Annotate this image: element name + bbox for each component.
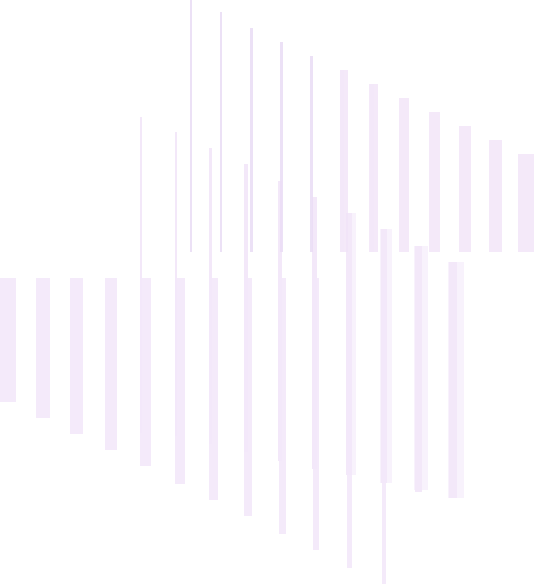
- overlap-accent-bar: [448, 262, 464, 498]
- lower-wide-bar: [244, 278, 252, 516]
- lower-wide-bar: [36, 278, 50, 418]
- upper-thin-bar: [310, 56, 313, 252]
- upper-thin-bar: [280, 42, 283, 252]
- upper-wide-bar: [369, 84, 378, 252]
- upper-wide-bar: [340, 70, 348, 252]
- lower-wide-bar: [175, 278, 185, 484]
- upper-wide-bar: [489, 140, 502, 252]
- upper-wide-bar: [399, 98, 409, 252]
- upper-thin-bar: [190, 0, 192, 252]
- middle-bar: [140, 117, 142, 433]
- lower-wide-bar: [105, 278, 117, 450]
- overlap-accent-bar: [380, 229, 392, 483]
- upper-wide-bar: [518, 154, 534, 252]
- lower-wide-bar: [70, 278, 83, 434]
- lower-wide-bar: [0, 278, 16, 402]
- upper-thin-bar: [220, 12, 222, 252]
- lower-wide-bar: [209, 278, 218, 500]
- lower-wide-bar: [140, 278, 151, 466]
- lower-wide-bar: [313, 278, 319, 550]
- overlap-accent-bar: [414, 246, 428, 490]
- upper-thin-bar: [250, 28, 253, 252]
- upper-wide-bar: [459, 126, 471, 252]
- overlap-accent-bar: [346, 213, 356, 475]
- upper-wide-bar: [429, 112, 440, 252]
- lower-wide-bar: [279, 278, 286, 534]
